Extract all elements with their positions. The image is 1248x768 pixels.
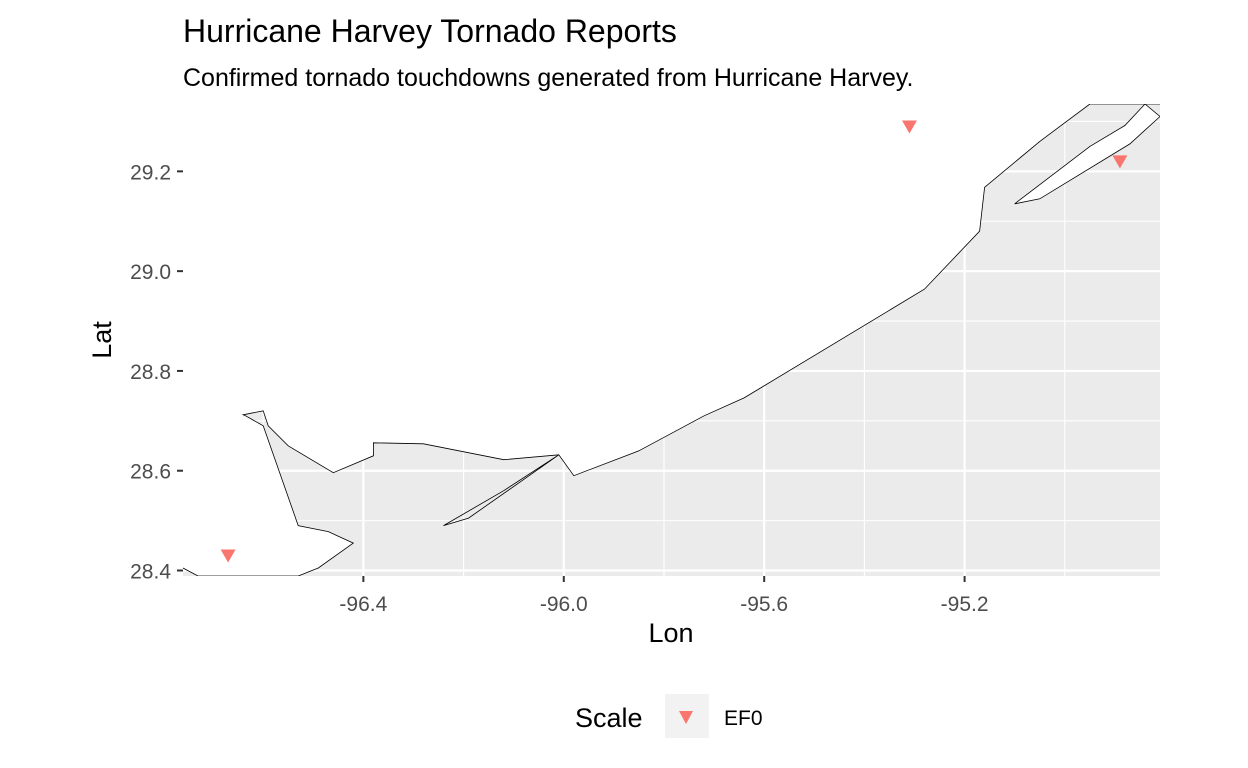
x-tick-label: -96.4: [339, 593, 387, 616]
y-axis: 28.4 28.6 28.8 29.0 29.2: [130, 161, 183, 584]
x-tick-label: -96.0: [540, 593, 588, 616]
y-axis-label: Lat: [87, 321, 117, 359]
spit-outline: [443, 454, 560, 526]
legend-key-triangle-icon: [679, 711, 693, 724]
y-tick-label: 28.8: [130, 361, 171, 384]
legend-title: Scale: [575, 703, 643, 733]
x-axis: -96.4 -96.0 -95.6 -95.2: [339, 576, 989, 616]
x-tick-label: -95.2: [941, 593, 989, 616]
chart-title: Hurricane Harvey Tornado Reports: [183, 13, 677, 49]
y-tick-label: 29.0: [130, 261, 171, 284]
coastline: [183, 104, 1160, 576]
x-tick-label: -95.6: [740, 593, 788, 616]
tornado-point: [220, 549, 236, 563]
y-tick-label: 28.4: [130, 561, 171, 584]
tornado-point: [901, 120, 917, 134]
bay-water: [1014, 104, 1160, 204]
land-area: [183, 104, 1160, 576]
y-tick-label: 29.2: [130, 161, 171, 184]
x-axis-label: Lon: [648, 618, 693, 648]
chart-subtitle: Confirmed tornado touchdowns generated f…: [183, 64, 913, 92]
tornado-point: [1112, 155, 1128, 169]
plot-panel: [183, 104, 1160, 576]
y-tick-label: 28.6: [130, 461, 171, 484]
bay-outline: [1014, 104, 1160, 205]
legend-label-ef0: EF0: [724, 707, 763, 730]
legend: Scale EF0: [575, 694, 763, 738]
